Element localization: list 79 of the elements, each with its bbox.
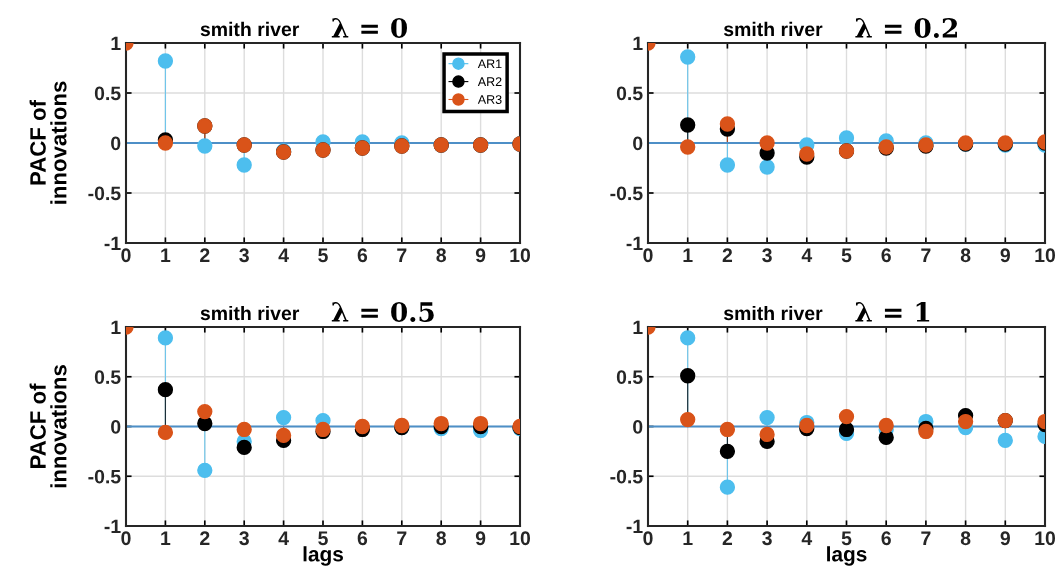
x-tick-label: 10 [510,531,531,546]
y-tick-label: 1 [111,36,121,51]
x-tick-label: 1 [683,531,693,545]
x-tick-label: 2 [200,531,210,545]
x-tick-label: 1 [683,248,693,262]
x-tick-label: 0 [121,531,131,546]
y-tick-label: -0.5 [88,186,121,201]
x-tick-label: 1 [161,248,171,262]
legend-label: AR2 [477,77,502,86]
x-tick-label: 2 [722,248,733,262]
x-tick-label: 3 [762,248,772,263]
x-tick-label: 4 [801,248,813,262]
x-tick-label: 8 [960,531,971,546]
y-tick-label: -1 [104,236,121,251]
x-tick-label: 5 [841,531,852,546]
y-tick-label: -1 [626,236,643,251]
x-tick-label: 9 [475,248,486,263]
x-tick-label: 6 [357,531,368,546]
x-tick-label: 5 [318,531,328,546]
chart-subtitle: λ = 1 [855,301,930,322]
y-tick-label: -0.5 [610,469,643,484]
x-tick-label: 4 [278,248,289,262]
chart-subtitle: λ = 0 [331,17,407,38]
y-tick-label: 1 [633,320,643,335]
y-tick-label: 1 [111,320,121,335]
x-tick-label: 3 [239,531,249,546]
x-tick-label: 4 [278,531,289,545]
chart-title: smith river [200,305,300,321]
chart-subtitle: λ = 0.2 [855,17,957,38]
y-tick-label: 0.5 [616,370,643,384]
y-tick-label: 1 [633,36,643,51]
x-tick-label: 2 [722,531,733,545]
x-tick-label: 10 [1035,531,1056,546]
chart-subtitle: λ = 0.5 [331,301,434,322]
x-tick-label: 9 [1000,531,1010,546]
x-tick-label: 0 [643,248,653,263]
x-tick-label: 8 [436,248,447,263]
x-tick-label: 9 [1000,248,1010,263]
x-tick-label: 7 [921,531,931,545]
y-axis-title: PACF of innovations [29,81,67,204]
y-tick-label: -1 [626,519,643,534]
chart-title: smith river [200,21,300,37]
x-tick-label: 6 [881,531,891,546]
x-tick-label: 5 [841,248,852,263]
x-tick-label: 1 [161,531,171,545]
x-tick-label: 9 [475,531,486,546]
legend-label: AR1 [477,59,502,69]
x-tick-label: 7 [921,248,931,262]
x-tick-label: 8 [436,531,447,546]
y-axis-title: PACF of innovations [29,365,67,488]
x-tick-label: 8 [960,248,971,263]
chart-title: smith river [723,21,823,37]
x-tick-label: 0 [121,248,131,263]
x-tick-label: 7 [397,531,407,545]
x-tick-label: 7 [397,248,407,262]
chart-title: smith river [723,305,823,321]
x-tick-label: 6 [881,248,891,263]
y-tick-label: 0.5 [616,86,643,101]
y-tick-label: -1 [104,519,121,534]
x-tick-label: 5 [318,248,328,263]
x-axis-title: lags [303,546,343,566]
legend-label: AR3 [477,95,502,104]
x-axis-title: lags [827,546,867,566]
y-tick-label: 0 [633,136,643,151]
x-tick-label: 3 [762,531,772,546]
y-tick-label: 0.5 [94,86,121,101]
y-tick-label: -0.5 [610,186,643,201]
x-tick-label: 10 [510,248,531,263]
x-tick-label: 2 [200,248,210,262]
x-tick-label: 6 [357,248,368,263]
y-tick-label: 0 [111,136,121,151]
x-tick-label: 10 [1035,248,1056,263]
x-tick-label: 3 [239,248,249,263]
y-tick-label: -0.5 [88,469,121,484]
x-tick-label: 4 [801,531,813,545]
y-tick-label: 0 [633,419,643,434]
y-tick-label: 0 [111,419,121,434]
x-tick-label: 0 [643,531,653,546]
y-tick-label: 0.5 [94,370,121,384]
